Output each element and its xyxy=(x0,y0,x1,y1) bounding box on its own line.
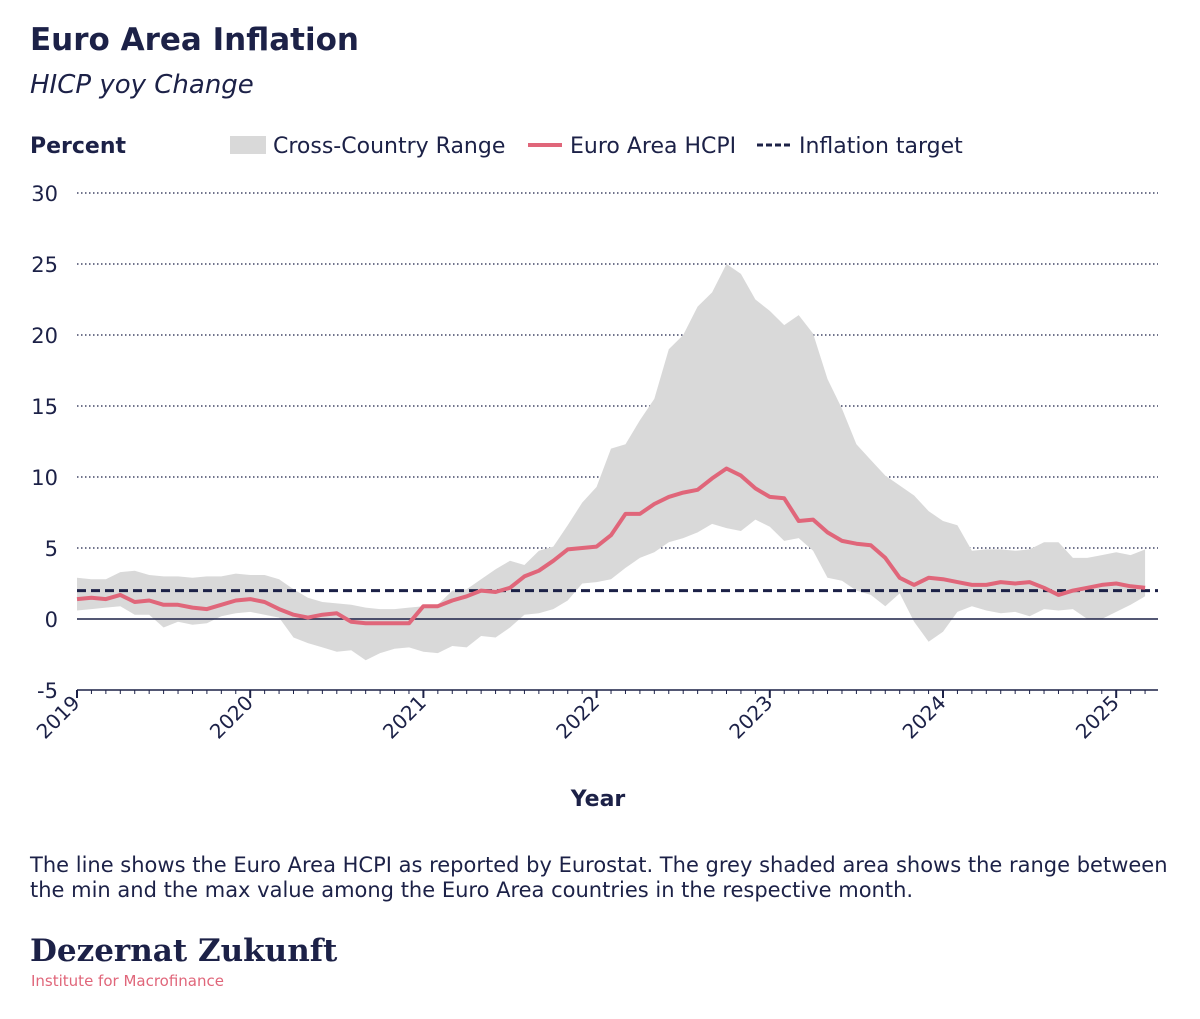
y-tick-label: 15 xyxy=(31,395,58,419)
legend: Cross-Country Range Euro Area HCPI Infla… xyxy=(230,134,963,159)
chart-subtitle: HICP yoy Change xyxy=(30,70,254,100)
footnote: The line shows the Euro Area HCPI as rep… xyxy=(30,853,1168,902)
x-tick-label: 2021 xyxy=(378,691,431,744)
x-tick-label: 2020 xyxy=(205,691,258,744)
y-tick-label: -5 xyxy=(37,679,58,703)
y-axis-label: Percent xyxy=(30,134,127,159)
x-tick-label: 2023 xyxy=(724,691,777,744)
brand-tagline: Institute for Macrofinance xyxy=(31,972,224,990)
x-tick-label: 2025 xyxy=(1071,691,1124,744)
chart-svg: Percent Cross-Country Range Euro Area HC… xyxy=(30,134,1158,812)
x-axis: 2019 2020 2021 2022 2023 2024 2025 xyxy=(32,689,1158,744)
cross-country-range-area xyxy=(77,264,1146,661)
legend-swatch-range xyxy=(230,136,266,154)
y-tick-labels: 30 25 20 15 10 5 0 -5 xyxy=(31,182,58,703)
x-tick-label: 2024 xyxy=(898,691,951,744)
legend-label-hcpi: Euro Area HCPI xyxy=(570,134,736,159)
x-tick-label: 2022 xyxy=(551,691,604,744)
y-tick-label: 5 xyxy=(45,537,58,561)
legend-label-range: Cross-Country Range xyxy=(273,134,505,159)
euro-area-hcpi-line xyxy=(76,466,1146,626)
brand-logo: Dezernat Zukunft xyxy=(30,933,338,969)
y-tick-label: 0 xyxy=(45,608,58,632)
y-tick-label: 10 xyxy=(31,466,58,490)
y-tick-label: 20 xyxy=(31,324,58,348)
y-tick-label: 25 xyxy=(31,253,58,277)
x-axis-label: Year xyxy=(570,787,626,812)
chart-title: Euro Area Inflation xyxy=(30,22,359,58)
y-tick-label: 30 xyxy=(31,182,58,206)
legend-label-target: Inflation target xyxy=(799,134,963,159)
